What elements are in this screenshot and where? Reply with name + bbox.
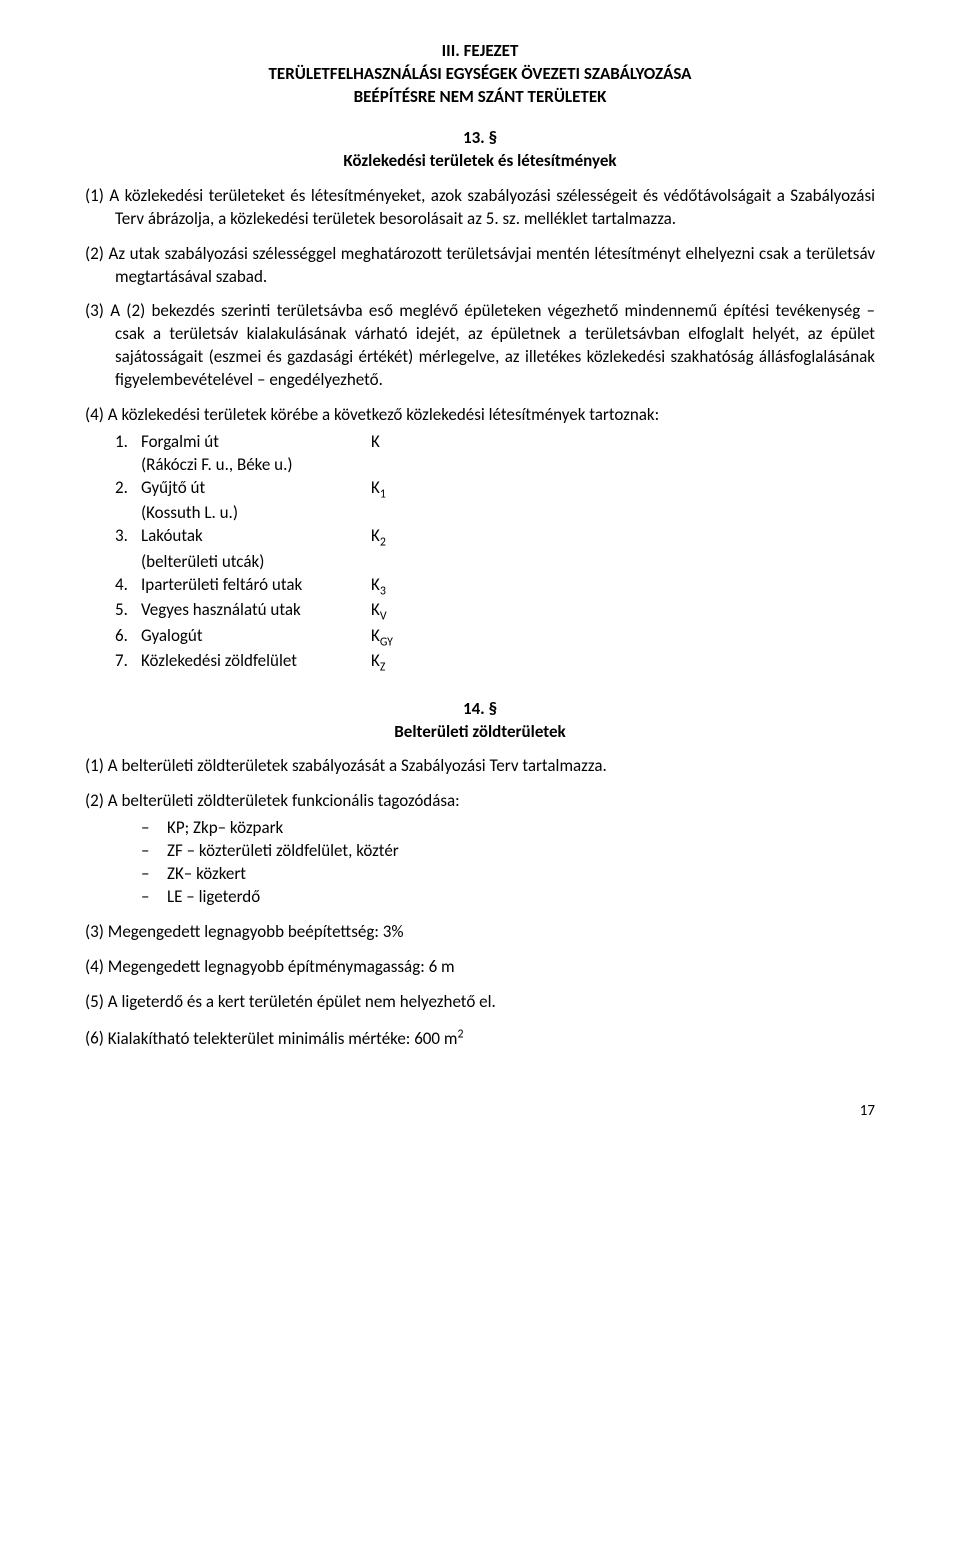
item-prefix: (1) [85,755,104,776]
dash-text: ZF – közterületi zöldfelület, köztér [167,840,399,863]
list-item-num: 3. [115,525,141,550]
list-item-code: KZ [371,650,385,675]
item-text: Megengedett legnagyobb építménymagasság:… [108,956,455,977]
section-13-number: 13. § [85,127,875,150]
list-item-label: Gyalogút [141,625,371,650]
item-text: A belterületi zöldterületek szabályozásá… [108,755,607,776]
list-item: 4.Iparterületi feltáró utakK3 [115,574,875,599]
dash-text: LE – ligeterdő [167,886,260,909]
list-item-label: Lakóutak [141,525,371,550]
item-text: A belterületi zöldterületek funkcionális… [108,790,460,811]
item-prefix: (3) [85,921,104,942]
list-item-num: 2. [115,477,141,502]
list-item-code: K2 [371,525,386,550]
list-item-num: 1. [115,431,141,454]
dash-icon: – [141,817,167,840]
dash-item: –KP; Zkp– közpark [141,817,875,840]
list-item-code: KGY [371,625,393,650]
s14-item-6: (6) Kialakítható telekterület minimális … [85,1026,875,1051]
list-item-code: KV [371,599,387,624]
section-14-title: Belterületi zöldterületek [85,721,875,744]
item-text: A közlekedési területeket és létesítmény… [109,185,875,229]
item-text: A (2) bekezdés szerinti területsávba eső… [110,300,875,390]
s14-item-1: (1) A belterületi zöldterületek szabályo… [85,755,875,778]
dash-icon: – [141,886,167,909]
item-text: Az utak szabályozási szélességgel meghat… [109,243,876,287]
section-14-number: 14. § [85,698,875,721]
item-prefix: (2) [85,243,104,264]
section-title-1: TERÜLETFELHASZNÁLÁSI EGYSÉGEK ÖVEZETI SZ… [85,63,875,86]
item-prefix: (4) [85,956,104,977]
dash-item: –ZF – közterületi zöldfelület, köztér [141,840,875,863]
list-item-sub: (Kossuth L. u.) [115,502,875,525]
list-item: 7.Közlekedési zöldfelületKZ [115,650,875,675]
s14-dash-list: –KP; Zkp– közpark–ZF – közterületi zöldf… [85,817,875,909]
document-page: III. FEJEZET TERÜLETFELHASZNÁLÁSI EGYSÉG… [0,0,960,1151]
item-prefix: (4) [85,404,104,425]
s14-item-4: (4) Megengedett legnagyobb építménymagas… [85,956,875,979]
dash-icon: – [141,840,167,863]
list-item: 5.Vegyes használatú utakKV [115,599,875,624]
s13-list: 1.Forgalmi útK(Rákóczi F. u., Béke u.)2.… [85,431,875,675]
item-text: Kialakítható telekterület minimális mért… [108,1028,464,1049]
dash-text: KP; Zkp– közpark [167,817,283,840]
list-item: 6.GyalogútKGY [115,625,875,650]
chapter-label: III. FEJEZET [85,40,875,63]
s13-item-3: (3) A (2) bekezdés szerinti területsávba… [85,300,875,392]
list-item-label: Forgalmi út [141,431,371,454]
list-item-label: Vegyes használatú utak [141,599,371,624]
list-item-code: K1 [371,477,386,502]
item-text: Megengedett legnagyobb beépítettség: 3% [108,921,404,942]
dash-item: –LE – ligeterdő [141,886,875,909]
list-item-label: Gyűjtő út [141,477,371,502]
list-item-label: Iparterületi feltáró utak [141,574,371,599]
list-item: 2.Gyűjtő útK1 [115,477,875,502]
item-prefix: (6) [85,1028,104,1049]
s13-item-2: (2) Az utak szabályozási szélességgel me… [85,243,875,289]
list-item-num: 5. [115,599,141,624]
list-item-code: K [371,431,380,454]
list-item-sub: (belterületi utcák) [115,551,875,574]
s14-item-5: (5) A ligeterdő és a kert területén épül… [85,991,875,1014]
list-item-label: Közlekedési zöldfelület [141,650,371,675]
item-prefix: (1) [85,185,104,206]
list-item: 1.Forgalmi útK [115,431,875,454]
list-item-code: K3 [371,574,386,599]
section-13-title: Közlekedési területek és létesítmények [85,150,875,173]
list-item-num: 4. [115,574,141,599]
s13-item-4: (4) A közlekedési területek körébe a köv… [85,404,875,427]
page-number: 17 [85,1101,875,1121]
list-item-sub: (Rákóczi F. u., Béke u.) [115,454,875,477]
list-item: 3.LakóutakK2 [115,525,875,550]
item-prefix: (5) [85,991,104,1012]
item-prefix: (3) [85,300,104,321]
section-title-2: BEÉPÍTÉSRE NEM SZÁNT TERÜLETEK [85,86,875,109]
item-text: A ligeterdő és a kert területén épület n… [108,991,496,1012]
dash-text: ZK– közkert [167,863,246,886]
dash-icon: – [141,863,167,886]
list-item-num: 6. [115,625,141,650]
item-text: A közlekedési területek körébe a követke… [108,404,659,425]
list-item-num: 7. [115,650,141,675]
s14-item-3: (3) Megengedett legnagyobb beépítettség:… [85,921,875,944]
s14-item-2: (2) A belterületi zöldterületek funkcion… [85,790,875,813]
s13-item-1: (1) A közlekedési területeket és létesít… [85,185,875,231]
item-prefix: (2) [85,790,104,811]
dash-item: –ZK– közkert [141,863,875,886]
